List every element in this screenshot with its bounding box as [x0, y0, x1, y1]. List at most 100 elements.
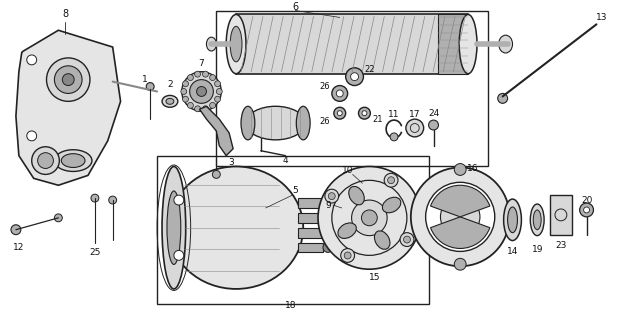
- Ellipse shape: [226, 14, 246, 74]
- Circle shape: [323, 213, 333, 223]
- Circle shape: [188, 75, 193, 80]
- Ellipse shape: [296, 106, 310, 140]
- Circle shape: [404, 236, 410, 243]
- Text: 5: 5: [292, 186, 298, 195]
- Circle shape: [426, 182, 495, 251]
- Circle shape: [47, 58, 90, 101]
- Ellipse shape: [508, 207, 518, 233]
- Circle shape: [11, 225, 21, 235]
- Bar: [298, 198, 323, 208]
- Circle shape: [351, 200, 387, 236]
- Circle shape: [216, 89, 222, 95]
- Ellipse shape: [207, 37, 216, 51]
- Circle shape: [91, 194, 99, 202]
- Ellipse shape: [169, 167, 303, 289]
- Text: 22: 22: [364, 65, 374, 74]
- Circle shape: [38, 153, 53, 168]
- Text: 12: 12: [13, 243, 24, 252]
- Circle shape: [182, 72, 221, 111]
- Circle shape: [340, 249, 355, 262]
- Circle shape: [318, 167, 420, 269]
- Text: 10: 10: [342, 166, 353, 175]
- Circle shape: [498, 94, 508, 103]
- Circle shape: [344, 252, 351, 259]
- PathPatch shape: [16, 30, 120, 185]
- Text: 6: 6: [292, 2, 298, 12]
- Ellipse shape: [166, 98, 174, 104]
- Circle shape: [580, 203, 593, 217]
- Circle shape: [180, 89, 187, 95]
- Circle shape: [195, 71, 200, 77]
- Bar: [157, 156, 429, 304]
- Circle shape: [362, 111, 367, 116]
- Circle shape: [109, 196, 116, 204]
- Ellipse shape: [533, 210, 541, 230]
- Circle shape: [174, 251, 184, 260]
- Circle shape: [62, 74, 74, 85]
- Circle shape: [454, 163, 466, 175]
- Ellipse shape: [162, 167, 186, 289]
- Circle shape: [202, 106, 209, 112]
- Circle shape: [390, 133, 398, 141]
- Ellipse shape: [338, 223, 356, 238]
- Text: 25: 25: [89, 248, 100, 257]
- Circle shape: [323, 198, 333, 208]
- Text: 26: 26: [319, 82, 330, 91]
- Circle shape: [210, 75, 216, 80]
- Circle shape: [351, 73, 358, 80]
- Circle shape: [454, 258, 466, 270]
- Ellipse shape: [61, 154, 85, 168]
- Ellipse shape: [246, 106, 305, 140]
- Ellipse shape: [504, 199, 522, 241]
- Circle shape: [182, 81, 188, 87]
- Text: 17: 17: [409, 110, 420, 119]
- Circle shape: [27, 131, 36, 141]
- Ellipse shape: [499, 35, 513, 53]
- Ellipse shape: [460, 14, 477, 74]
- Bar: [236, 14, 468, 74]
- Circle shape: [323, 228, 333, 238]
- Circle shape: [189, 80, 213, 103]
- Bar: [438, 14, 468, 74]
- Ellipse shape: [241, 106, 255, 140]
- Circle shape: [54, 66, 82, 94]
- Circle shape: [323, 242, 333, 252]
- Text: 18: 18: [285, 301, 296, 310]
- Circle shape: [429, 120, 438, 130]
- Circle shape: [362, 210, 377, 226]
- Text: 23: 23: [556, 241, 566, 250]
- Text: 24: 24: [428, 109, 439, 118]
- Circle shape: [214, 96, 221, 102]
- Circle shape: [334, 107, 346, 119]
- Circle shape: [32, 147, 60, 174]
- Circle shape: [332, 85, 348, 101]
- Circle shape: [210, 102, 216, 108]
- Text: 2: 2: [167, 80, 173, 89]
- Bar: [298, 242, 323, 252]
- Ellipse shape: [162, 95, 178, 107]
- Circle shape: [182, 96, 188, 102]
- Wedge shape: [431, 185, 490, 217]
- Bar: [298, 228, 323, 238]
- Circle shape: [336, 90, 343, 97]
- Circle shape: [346, 68, 364, 85]
- Circle shape: [337, 111, 342, 116]
- Ellipse shape: [230, 26, 242, 62]
- Circle shape: [27, 55, 36, 65]
- Circle shape: [584, 207, 589, 213]
- Circle shape: [384, 173, 398, 187]
- Circle shape: [328, 193, 335, 200]
- Circle shape: [400, 233, 414, 246]
- Ellipse shape: [54, 150, 92, 172]
- Ellipse shape: [382, 197, 401, 213]
- Circle shape: [212, 170, 220, 178]
- Text: 21: 21: [372, 115, 383, 124]
- Circle shape: [146, 83, 154, 90]
- Circle shape: [358, 107, 371, 119]
- Text: 4: 4: [283, 156, 288, 165]
- Text: 26: 26: [319, 117, 330, 126]
- PathPatch shape: [200, 106, 233, 156]
- Text: 20: 20: [581, 196, 592, 205]
- Text: 19: 19: [531, 245, 543, 254]
- Bar: [216, 11, 488, 166]
